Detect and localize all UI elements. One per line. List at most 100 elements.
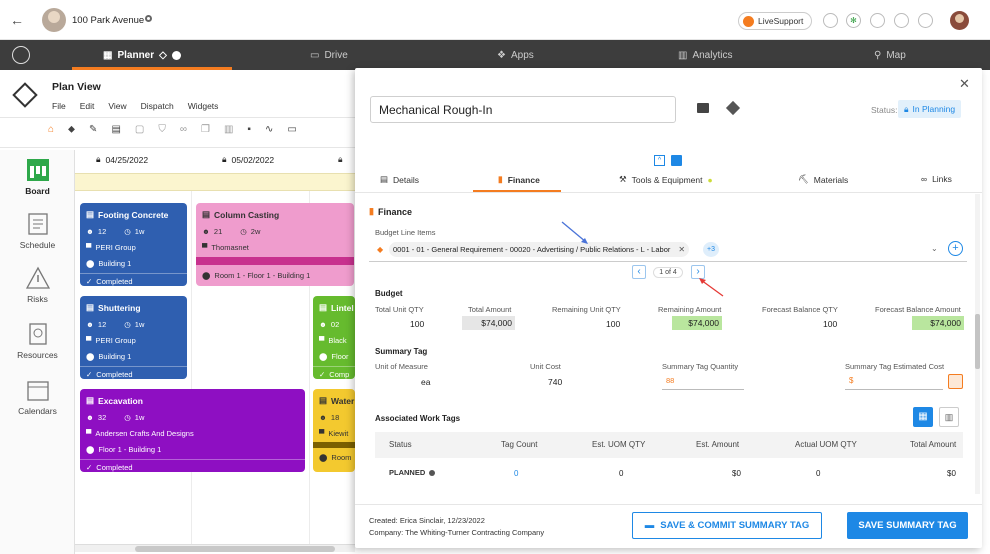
nav-apps[interactable]: ❖ Apps xyxy=(497,49,534,61)
crew-icon: ☻ xyxy=(319,319,327,329)
chevron-down-icon[interactable] xyxy=(171,50,181,60)
budget-col-label: Forecast Balance Amount xyxy=(875,305,961,314)
check-circle-icon: ✓ xyxy=(86,370,93,379)
tools-icon[interactable] xyxy=(894,13,909,28)
menu-widgets[interactable]: Widgets xyxy=(187,101,219,111)
layout-icon[interactable]: ▭ xyxy=(287,124,297,135)
tab-tools-equipment[interactable]: ⚒ Tools & Equipment ● xyxy=(619,174,713,185)
tab-materials[interactable]: ⛏ Materials xyxy=(798,174,849,185)
menu-view[interactable]: View xyxy=(108,101,127,111)
route-icon[interactable]: ∿ xyxy=(264,124,274,135)
notes-icon[interactable] xyxy=(823,13,838,28)
task-card-column-casting[interactable]: ▤ Column Casting ☻ 21 ◷ 2w ▀ Thomasnet ⬤ Room … xyxy=(196,203,354,286)
comment-icon[interactable] xyxy=(697,103,709,113)
table-row[interactable]: PLANNED xyxy=(389,468,436,477)
nav-analytics[interactable]: ▥ Analytics xyxy=(678,49,733,61)
budget-line-chip[interactable]: 0001 - 01 - General Requirement - 00020 … xyxy=(389,242,690,257)
task-card-footing-concrete[interactable]: ▤ Footing Concrete ☻ 12 ◷ 1w ▀ PERI Group ⬤ Bu… xyxy=(80,203,187,286)
trash-icon[interactable]: ▥ xyxy=(223,124,234,135)
dropdown-chevron-icon[interactable]: ⌄ xyxy=(931,244,938,253)
clipboard-icon: ▤ xyxy=(86,209,95,219)
status-badge[interactable]: 🔒︎ In Planning xyxy=(898,100,962,118)
tab-finance[interactable]: ▮ Finance xyxy=(498,174,540,185)
remove-chip-icon[interactable]: ✕ xyxy=(678,245,686,254)
project-avatar[interactable] xyxy=(42,8,66,32)
date-column-2[interactable]: 🔒︎ 05/02/2022 xyxy=(222,154,275,165)
clock-icon: ◷ xyxy=(124,319,131,329)
next-page-button[interactable]: › xyxy=(691,265,705,279)
clock-icon: ◷ xyxy=(240,226,247,236)
calculator-icon[interactable] xyxy=(948,374,963,389)
company-icon: ▀ xyxy=(202,242,208,252)
task-name-field[interactable]: Mechanical Rough-In xyxy=(370,96,676,123)
clipboard-icon[interactable]: ▢ xyxy=(134,124,145,135)
tab-links[interactable]: ∞ Links xyxy=(921,174,952,184)
pin-icon[interactable]: ⬥ xyxy=(68,124,76,135)
sidebar-item-calendars[interactable]: Calendars xyxy=(0,378,75,416)
panel-scrollbar[interactable] xyxy=(975,194,980,494)
task-card-water[interactable]: ▤ Water ☻ 18 ▀ Kiewit ⬤ Room xyxy=(313,389,355,472)
task-card-excavation[interactable]: ▤ Excavation ☻ 32 ◷ 1w ▀ Andersen Crafts And … xyxy=(80,389,305,472)
export-icon[interactable]: ▪ xyxy=(247,124,251,135)
save-commit-summary-tag-button[interactable]: ▬ SAVE & COMMIT SUMMARY TAG xyxy=(632,512,822,539)
more-items-badge[interactable]: +3 xyxy=(703,242,719,257)
pencil-icon[interactable]: ✎ xyxy=(89,124,98,135)
clock-icon: ◷ xyxy=(124,412,131,422)
summary-col-label: Summary Tag Estimated Cost xyxy=(845,362,945,371)
nav-planner[interactable]: ▦ Planner ◇ xyxy=(103,40,181,70)
tab-details[interactable]: ▤ Details xyxy=(380,174,420,185)
settings-gear-icon[interactable] xyxy=(145,15,152,22)
plan-view-title: Plan View xyxy=(52,81,101,93)
company-icon: ▀ xyxy=(319,428,325,438)
summary-tag-quantity-input[interactable]: 88 xyxy=(662,373,744,390)
table-cell: 0 xyxy=(816,469,821,478)
keyboard-icon[interactable]: ▤ xyxy=(111,124,121,135)
back-arrow-icon[interactable]: ← xyxy=(10,12,24,28)
crew-icon: ☻ xyxy=(319,412,327,422)
scrollbar-thumb[interactable] xyxy=(975,314,980,369)
menu-edit[interactable]: Edit xyxy=(79,101,95,111)
main-nav: ▦ Planner ◇ ▭ Drive ❖ Apps ▥ Analytics ⚲… xyxy=(0,40,990,70)
previous-page-button[interactable]: ‹ xyxy=(632,265,646,279)
search-icon[interactable] xyxy=(918,13,933,28)
pin-icon[interactable] xyxy=(671,155,682,166)
add-budget-line-icon[interactable]: + xyxy=(948,241,963,256)
horizontal-scrollbar[interactable] xyxy=(75,544,355,552)
save-summary-tag-button[interactable]: SAVE SUMMARY TAG xyxy=(847,512,968,539)
menu-dispatch[interactable]: Dispatch xyxy=(140,101,174,111)
task-card-lintel[interactable]: ▤ Lintel ☻ 02 ▀ Black ⬤ Floor ✓ Comp xyxy=(313,296,355,379)
priority-diamond-icon[interactable] xyxy=(725,100,741,116)
link-icon[interactable]: ∞ xyxy=(179,124,187,135)
materials-icon: ⛏ xyxy=(798,174,809,184)
user-avatar[interactable] xyxy=(950,11,969,30)
remaining-amount-value: $74,000 xyxy=(672,316,722,330)
nav-drive[interactable]: ▭ Drive xyxy=(310,49,348,61)
table-view-icon[interactable]: ▦ xyxy=(913,407,933,427)
home-logo-icon[interactable] xyxy=(12,46,30,64)
sidebar-item-board[interactable]: Board xyxy=(0,158,75,196)
close-icon[interactable]: ✕ xyxy=(959,76,970,91)
sidebar-item-resources[interactable]: Resources xyxy=(0,322,75,360)
task-card-shuttering[interactable]: ▤ Shuttering ☻ 12 ◷ 1w ▀ PERI Group ⬤ Building… xyxy=(80,296,187,379)
copy-icon[interactable]: ❐ xyxy=(200,124,210,135)
tag-count-link[interactable]: 0 xyxy=(514,469,519,478)
menu-file[interactable]: File xyxy=(52,101,66,111)
shield-icon[interactable]: ⛉ xyxy=(158,124,166,135)
chat-icon[interactable] xyxy=(870,13,885,28)
tag-icon: ▬ xyxy=(644,520,655,531)
home-icon[interactable]: ⌂ xyxy=(48,124,55,135)
forecast-balance-amount-value: $74,000 xyxy=(912,316,964,330)
sidebar-item-schedule[interactable]: Schedule xyxy=(0,212,75,250)
project-address[interactable]: 100 Park Avenue xyxy=(72,15,145,26)
scrollbar-thumb[interactable] xyxy=(135,546,335,552)
plugin-icon[interactable]: ✻ xyxy=(846,13,861,28)
table-header: Est. Amount xyxy=(696,440,740,449)
lock-icon: 🔒︎ xyxy=(222,154,227,164)
date-column-1[interactable]: 🔒︎ 04/25/2022 xyxy=(96,154,149,165)
chart-view-icon[interactable]: ▥ xyxy=(939,407,959,427)
sidebar-item-risks[interactable]: Risks xyxy=(0,266,75,304)
collapse-up-icon[interactable]: ^ xyxy=(654,155,665,166)
summary-tag-estimated-cost-input[interactable]: $ xyxy=(845,373,943,390)
livesupport-button[interactable]: LiveSupport xyxy=(738,12,813,30)
nav-map[interactable]: ⚲ Map xyxy=(874,49,906,61)
